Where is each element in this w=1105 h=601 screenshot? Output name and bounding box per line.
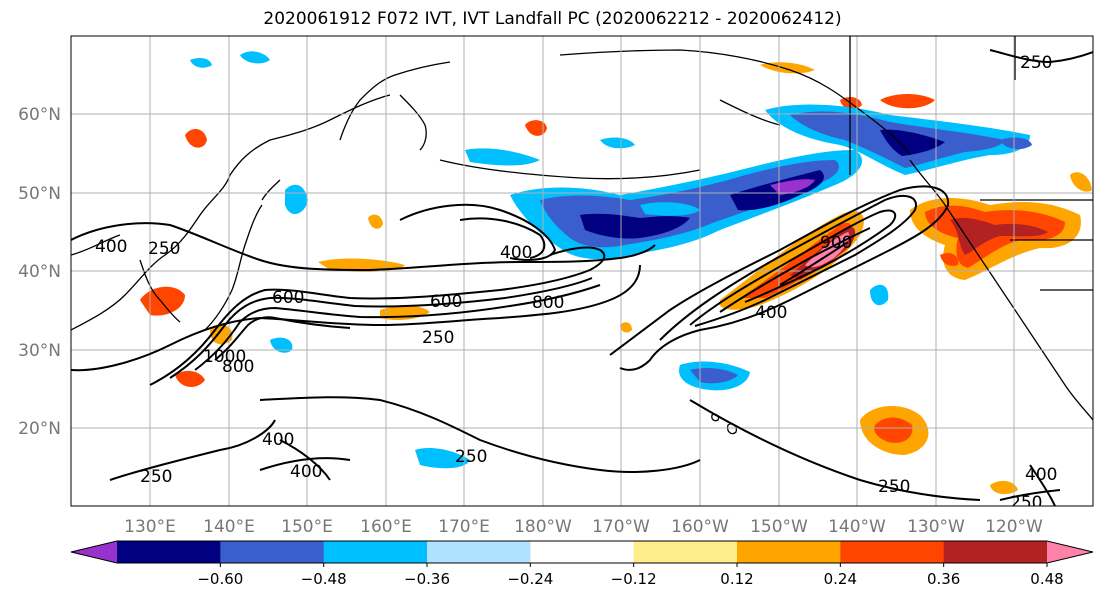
contour-label: 250 [455, 447, 487, 467]
colorbar-tick-label: 0.48 [1030, 570, 1063, 588]
contour-label: 400 [1025, 465, 1057, 485]
lon-label: 130°W [907, 517, 965, 537]
colorbar-low-extend [71, 541, 117, 563]
colorbar-segment [737, 541, 841, 563]
colorbar-tick-label: −0.48 [301, 570, 347, 588]
contour-label: 250 [422, 328, 454, 348]
coastlines [71, 36, 1093, 435]
contour-label: 250 [140, 467, 172, 487]
lon-label: 180°W [514, 517, 572, 537]
colorbar-segment [633, 541, 738, 563]
contour-label: 600 [272, 288, 304, 308]
lon-label: 140°E [203, 517, 255, 537]
contour-label: 400 [290, 462, 322, 482]
contour-label: 1000 [203, 347, 246, 367]
map-plot-area: 400 250 400 600 600 800 250 1000 800 400… [71, 36, 1093, 513]
contour-label: 800 [222, 357, 254, 377]
map-title: 2020061912 F072 IVT, IVT Landfall PC (20… [263, 9, 842, 29]
colorbar-tick-label: 0.24 [824, 570, 857, 588]
lon-label: 150°W [750, 517, 808, 537]
colorbar-tick-label: −0.36 [404, 570, 450, 588]
lat-label: 20°N [18, 419, 61, 439]
colorbar-tick-label: −0.12 [611, 570, 657, 588]
lon-label: 120°W [985, 517, 1043, 537]
colorbar-outline [70, 540, 1094, 564]
contour-label: 250 [1020, 53, 1052, 73]
colorbar-segment [943, 541, 1048, 563]
contour-label: 400 [95, 237, 127, 257]
lat-label: 30°N [18, 341, 61, 361]
contour-label-group: 400 250 400 600 600 800 250 1000 800 400… [95, 53, 1057, 513]
contour-label: 400 [500, 243, 532, 263]
lat-label: 40°N [18, 262, 61, 282]
contour-label: 900 [820, 233, 852, 253]
lon-label: 170°W [592, 517, 650, 537]
contour-label: 250 [148, 239, 180, 259]
lat-label: 60°N [18, 105, 61, 125]
contour-label: 800 [532, 293, 564, 313]
colorbar-high-extend [1047, 541, 1093, 563]
lon-label: 150°E [281, 517, 333, 537]
colorbar: −0.60 −0.48 −0.36 −0.24 −0.12 0.12 0.24 0.36 0.4… [70, 540, 1094, 588]
ivt-contours [71, 49, 1093, 506]
contour-label: 400 [755, 303, 787, 323]
colorbar-segment [323, 541, 428, 563]
lon-label: 160°W [671, 517, 729, 537]
colorbar-ticks: −0.60 −0.48 −0.36 −0.24 −0.12 0.12 0.24 0.36 0.4… [197, 563, 1064, 588]
colorbar-tick-label: 0.12 [720, 570, 753, 588]
colorbar-tick-label: −0.24 [507, 570, 553, 588]
lat-label: 50°N [18, 184, 61, 204]
latitude-labels: 60°N 50°N 40°N 30°N 20°N [18, 105, 61, 439]
lon-label: 130°E [124, 517, 176, 537]
contour-label: 250 [878, 477, 910, 497]
positive-shading [140, 62, 1092, 495]
colorbar-tick-label: 0.36 [927, 570, 960, 588]
gridlines [71, 36, 1093, 506]
colorbar-segments [117, 541, 1048, 563]
colorbar-segment [840, 541, 945, 563]
lon-label: 140°W [828, 517, 886, 537]
colorbar-segment [427, 541, 531, 563]
colorbar-tick-label: −0.60 [197, 570, 243, 588]
contour-label: 250 [1010, 493, 1042, 513]
colorbar-segment [117, 541, 221, 563]
map-frame [70, 35, 1094, 507]
contour-label: 400 [262, 430, 294, 450]
colorbar-segment [220, 541, 325, 563]
contour-label: 600 [430, 292, 462, 312]
longitude-labels: 130°E 140°E 150°E 160°E 170°E 180°W 170°… [124, 517, 1043, 537]
lon-label: 170°E [438, 517, 490, 537]
lon-label: 160°E [360, 517, 412, 537]
colorbar-segment [530, 541, 635, 563]
